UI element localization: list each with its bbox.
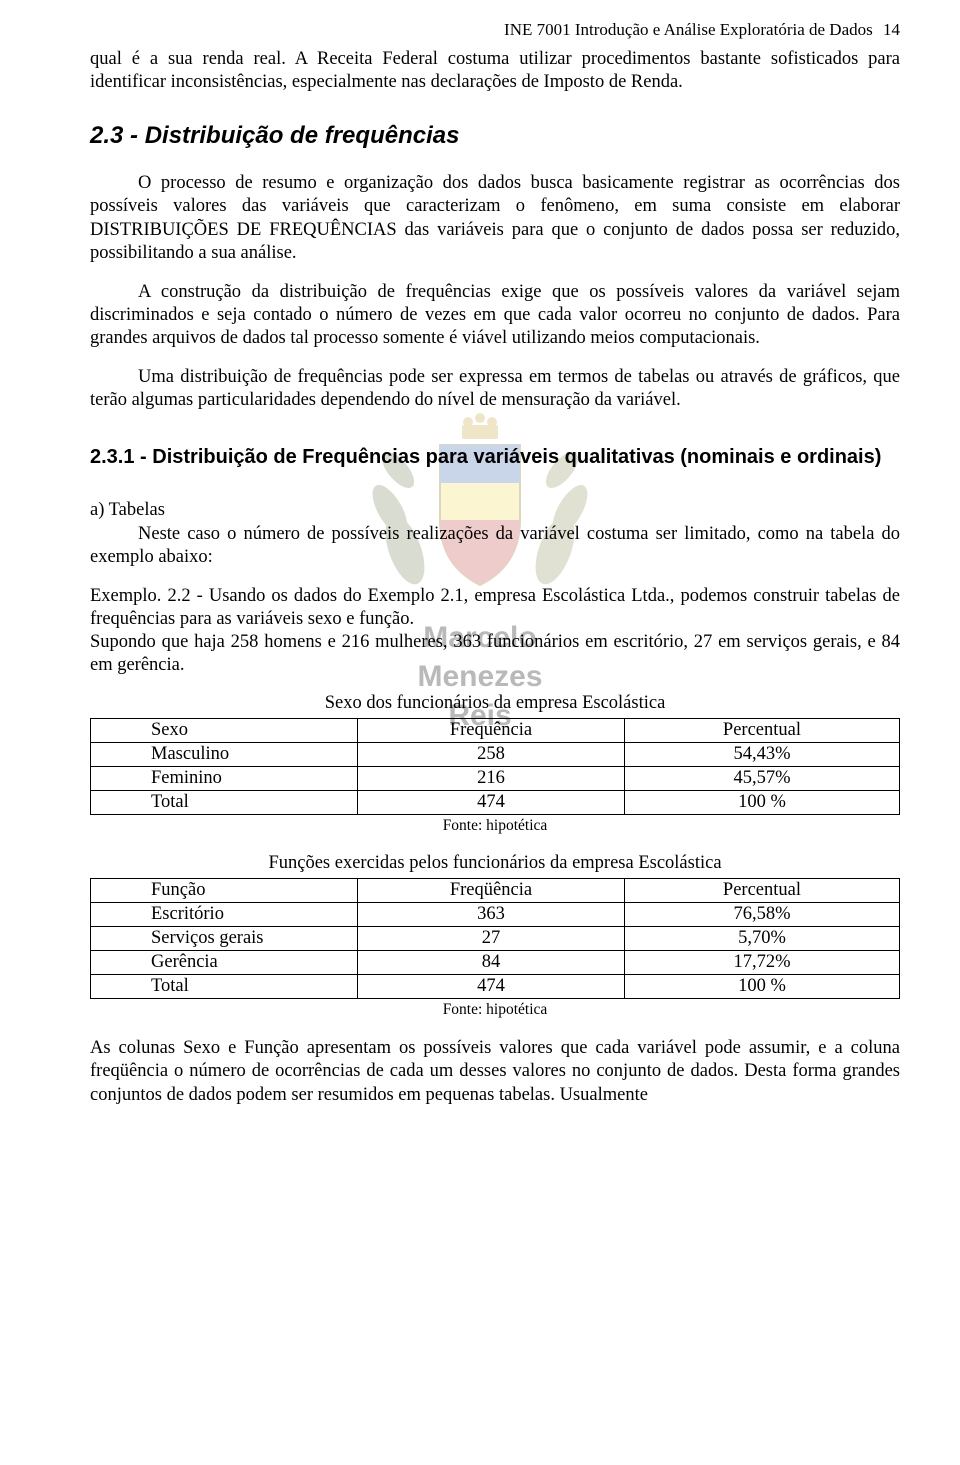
table1-h1: Frequência — [357, 719, 624, 743]
table2-r0c2: 76,58% — [624, 903, 899, 927]
table2-r0c0: Escritório — [91, 903, 358, 927]
table-row: Serviços gerais 27 5,70% — [91, 927, 900, 951]
table2-caption: Funções exercidas pelos funcionários da … — [90, 853, 900, 874]
table2-h1: Freqüência — [357, 879, 624, 903]
table1-r2c2: 100 % — [624, 791, 899, 815]
paragraph-8: As colunas Sexo e Função apresentam os p… — [90, 1037, 900, 1106]
table2-r1c0: Serviços gerais — [91, 927, 358, 951]
table1-r2c0: Total — [91, 791, 358, 815]
table-row: Feminino 216 45,57% — [91, 767, 900, 791]
table-row: Masculino 258 54,43% — [91, 743, 900, 767]
table1-r0c1: 258 — [357, 743, 624, 767]
table1-r0c0: Masculino — [91, 743, 358, 767]
label-tabelas: a) Tabelas — [90, 499, 900, 522]
table1-r0c2: 54,43% — [624, 743, 899, 767]
table1-r1c0: Feminino — [91, 767, 358, 791]
table2-r3c2: 100 % — [624, 975, 899, 999]
table-row: Função Freqüência Percentual — [91, 879, 900, 903]
table2-r2c0: Gerência — [91, 951, 358, 975]
table2-source: Fonte: hipotética — [90, 1001, 900, 1019]
table1-r1c1: 216 — [357, 767, 624, 791]
table1-source: Fonte: hipotética — [90, 817, 900, 835]
table2-h2: Percentual — [624, 879, 899, 903]
table2-r1c1: 27 — [357, 927, 624, 951]
header-page-number: 14 — [883, 20, 900, 39]
paragraph-2: O processo de resumo e organização dos d… — [90, 172, 900, 265]
paragraph-5b: Neste caso o número de possíveis realiza… — [90, 523, 900, 569]
paragraph-6: Exemplo. 2.2 - Usando os dados do Exempl… — [90, 585, 900, 631]
paragraph-4: Uma distribuição de frequências pode ser… — [90, 366, 900, 412]
section-title-2-3: 2.3 - Distribuição de frequências — [90, 122, 900, 150]
table-row: Sexo Frequência Percentual — [91, 719, 900, 743]
header-title: INE 7001 Introdução e Análise Exploratór… — [504, 20, 873, 39]
table1-h0: Sexo — [91, 719, 358, 743]
page-header: INE 7001 Introdução e Análise Exploratór… — [90, 20, 900, 40]
table-row: Gerência 84 17,72% — [91, 951, 900, 975]
table2-h0: Função — [91, 879, 358, 903]
subsection-title-2-3-1: 2.3.1 - Distribuição de Frequências para… — [90, 446, 900, 469]
table-row: Total 474 100 % — [91, 791, 900, 815]
table-row: Total 474 100 % — [91, 975, 900, 999]
table2-r1c2: 5,70% — [624, 927, 899, 951]
table-row: Escritório 363 76,58% — [91, 903, 900, 927]
table2-r3c0: Total — [91, 975, 358, 999]
paragraph-7: Supondo que haja 258 homens e 216 mulher… — [90, 631, 900, 677]
table2-r2c1: 84 — [357, 951, 624, 975]
table-sexo: Sexo Frequência Percentual Masculino 258… — [90, 718, 900, 815]
table1-caption: Sexo dos funcionários da empresa Escolás… — [90, 693, 900, 714]
table1-r2c1: 474 — [357, 791, 624, 815]
paragraph-intro: qual é a sua renda real. A Receita Feder… — [90, 48, 900, 94]
table1-r1c2: 45,57% — [624, 767, 899, 791]
table-funcao: Função Freqüência Percentual Escritório … — [90, 878, 900, 999]
paragraph-3: A construção da distribuição de frequênc… — [90, 281, 900, 350]
table1-h2: Percentual — [624, 719, 899, 743]
table2-r0c1: 363 — [357, 903, 624, 927]
table2-r2c2: 17,72% — [624, 951, 899, 975]
table2-r3c1: 474 — [357, 975, 624, 999]
